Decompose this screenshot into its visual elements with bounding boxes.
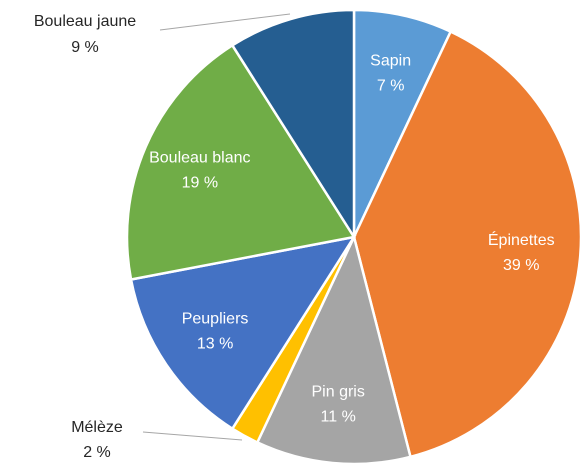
pie-slice <box>352 29 582 459</box>
slice-value-label: 13 % <box>197 336 233 353</box>
slice-name: Épinettes <box>488 230 555 249</box>
pie-slice <box>230 8 356 242</box>
slice-name: Bouleau blanc <box>149 150 250 167</box>
slice-name: Sapin <box>370 52 411 69</box>
slice-name: Mélèze <box>71 419 123 436</box>
slice-name: Bouleau jaune <box>34 13 136 30</box>
slice-name: Peupliers <box>182 311 249 328</box>
pie-slice <box>129 235 357 431</box>
slice-name: Pin gris <box>312 383 365 400</box>
slice-value-label: 7 % <box>377 77 405 94</box>
slice-value-label: 19 % <box>182 175 218 192</box>
leader-line <box>142 431 243 441</box>
pie-slice <box>255 233 412 465</box>
leader-line <box>159 13 291 31</box>
slice-value-label: 9 % <box>71 39 99 56</box>
slice-value-label: 2 % <box>83 444 111 461</box>
slice-value-label: 39 % <box>503 257 539 274</box>
slice-value-label: 11 % <box>321 408 356 425</box>
pie-slice <box>125 43 357 281</box>
